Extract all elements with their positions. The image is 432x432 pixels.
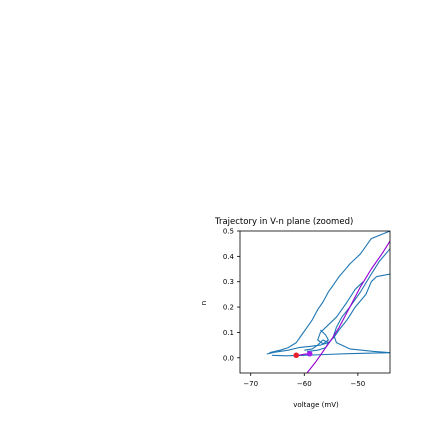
plot-area <box>266 231 390 373</box>
trajectory-line-4 <box>272 352 390 357</box>
marker-point-1 <box>293 352 300 359</box>
x-tick-label: −70 <box>243 380 258 388</box>
trajectory-line-3 <box>333 248 390 354</box>
marker-point-2 <box>306 350 313 357</box>
y-tick-label: 0.1 <box>223 329 234 337</box>
plot-frame <box>239 230 391 374</box>
y-tick-label: 0.0 <box>223 354 234 362</box>
x-axis-label: voltage (mV) <box>293 401 339 409</box>
x-tick-label: −50 <box>350 380 365 388</box>
trajectory-line-6 <box>304 339 329 352</box>
y-tick-label: 0.2 <box>223 304 234 312</box>
x-ticks: −70 −60 −50 <box>243 373 365 388</box>
y-tick-label: 0.5 <box>223 228 234 236</box>
trajectory-line-2 <box>266 273 390 355</box>
trajectory-line-7 <box>306 240 390 373</box>
x-tick-label: −60 <box>297 380 312 388</box>
trajectory-line-1 <box>269 231 390 354</box>
y-ticks: 0.0 0.1 0.2 0.3 0.4 0.5 <box>223 228 240 362</box>
y-tick-label: 0.4 <box>223 253 235 261</box>
trajectory-line-5 <box>317 281 364 345</box>
chart-title: Trajectory in V-n plane (zoomed) <box>214 217 353 227</box>
y-tick-label: 0.3 <box>223 278 234 286</box>
y-axis-label: n <box>200 301 208 305</box>
